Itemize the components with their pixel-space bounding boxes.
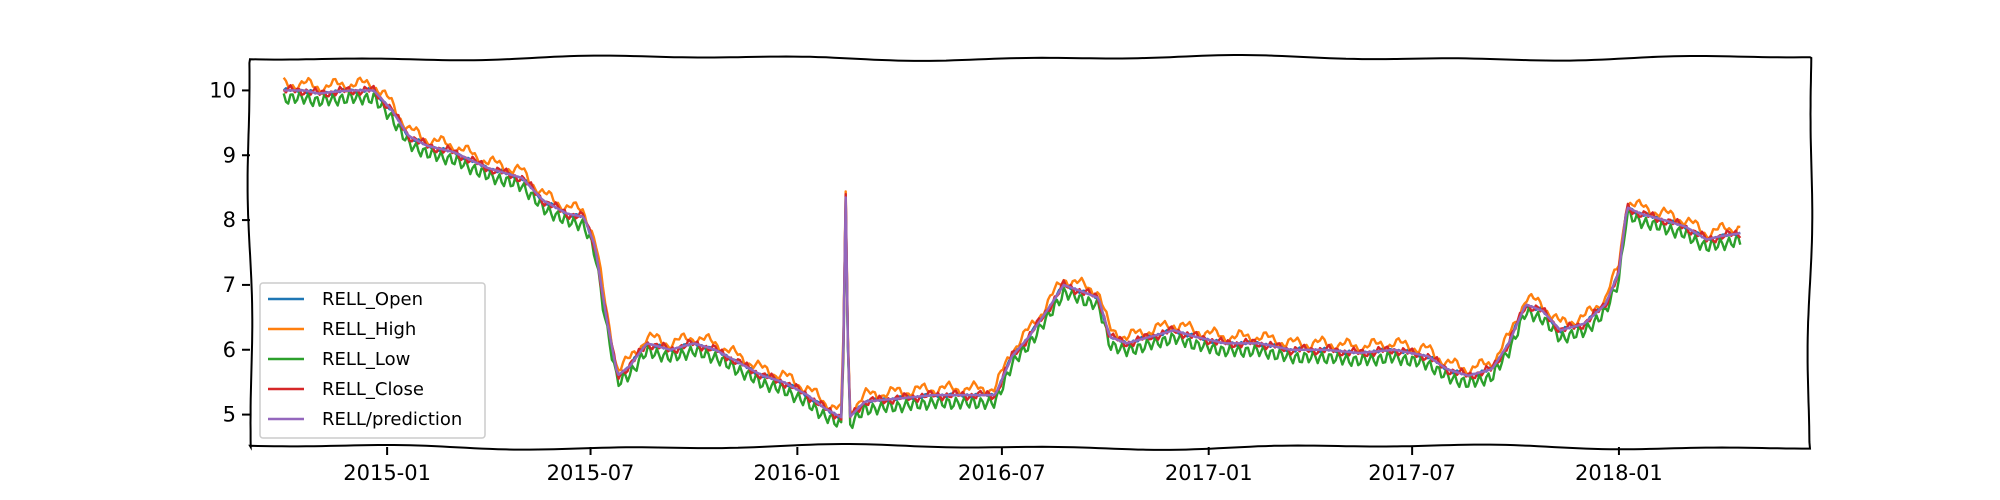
x-tick-label: 2016-01 <box>753 461 841 485</box>
y-tick-label: 10 <box>209 78 236 102</box>
legend: RELL_Open RELL_High RELL_Low RELL_Close RELL… <box>259 282 486 439</box>
legend-label: RELL/prediction <box>322 409 462 430</box>
legend-label: RELL_High <box>322 319 416 340</box>
x-tick-label: 2017-07 <box>1368 461 1456 485</box>
x-tick-label: 2015-01 <box>343 461 431 485</box>
legend-label: RELL_Close <box>322 379 424 400</box>
y-tick-label: 6 <box>223 338 236 362</box>
legend-label: RELL_Low <box>322 349 410 370</box>
axes: 2015-01 2015-07 2016-01 2016-07 2017-01 2017-… <box>209 78 1663 485</box>
legend-label: RELL_Open <box>322 289 423 310</box>
legend-box <box>259 282 486 439</box>
x-tick-label: 2018-01 <box>1575 461 1663 485</box>
y-tick-label: 8 <box>223 208 236 232</box>
series-line-2 <box>282 90 1742 430</box>
series-line-4 <box>283 89 1741 419</box>
y-tick-label: 9 <box>223 143 236 167</box>
y-tick-label: 5 <box>223 403 236 427</box>
series-lines <box>282 76 1742 430</box>
x-tick-label: 2016-07 <box>958 461 1046 485</box>
x-tick-label: 2015-07 <box>547 461 635 485</box>
x-tick-label: 2017-01 <box>1165 461 1253 485</box>
y-tick-label: 7 <box>223 273 236 297</box>
plot-frame <box>246 54 1814 451</box>
